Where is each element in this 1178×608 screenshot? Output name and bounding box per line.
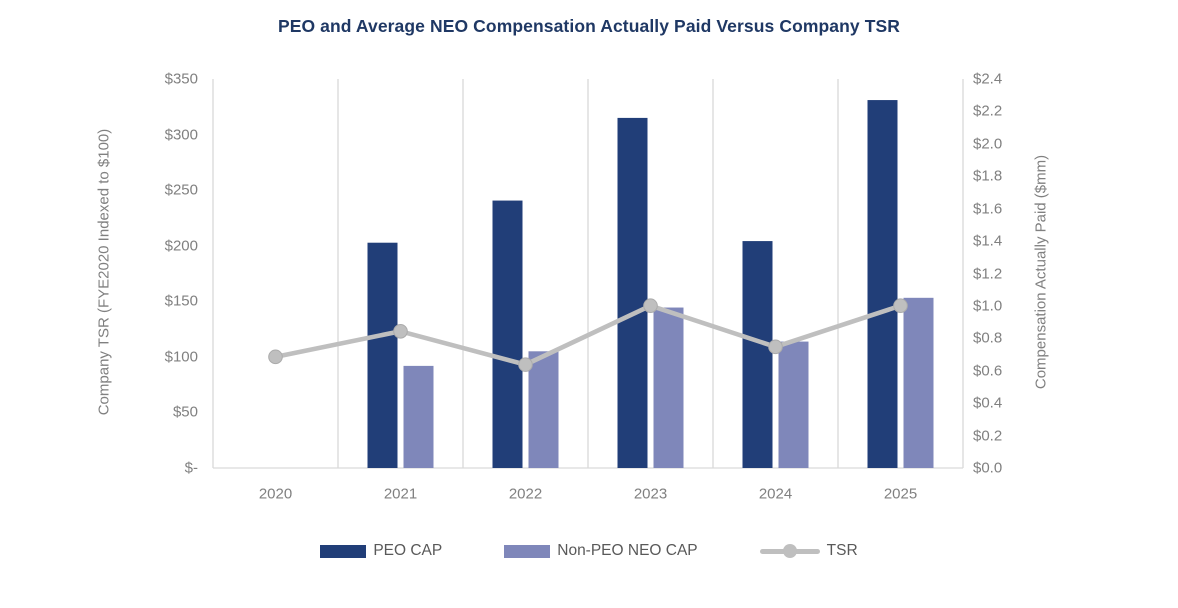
right-axis-tick: $1.4 bbox=[973, 232, 1003, 250]
tsr-marker-2025 bbox=[893, 298, 908, 314]
bar-peo-cap-2023 bbox=[617, 117, 648, 469]
legend-item-peo-cap: PEO CAP bbox=[320, 542, 442, 560]
left-axis-tick: $200 bbox=[164, 237, 198, 255]
right-axis-tick: $0.4 bbox=[973, 394, 1003, 412]
tsr-marker-2022 bbox=[518, 357, 533, 372]
chart-title: PEO and Average NEO Compensation Actuall… bbox=[277, 16, 901, 36]
right-axis-tick: $0.0 bbox=[973, 459, 1003, 477]
right-axis-tick: $0.6 bbox=[973, 362, 1003, 380]
right-axis-tick: $1.8 bbox=[973, 167, 1003, 185]
left-axis-tick: $50 bbox=[172, 403, 198, 421]
left-axis-tick: $- bbox=[184, 459, 198, 477]
left-axis-tick: $250 bbox=[164, 181, 198, 199]
tsr-marker-2021 bbox=[393, 323, 408, 339]
legend-label-peo-cap: PEO CAP bbox=[373, 542, 443, 559]
x-axis-label: 2021 bbox=[383, 485, 418, 503]
right-axis-tick: $1.0 bbox=[973, 297, 1003, 315]
legend-item-tsr: TSR bbox=[759, 542, 858, 560]
x-axis-label: 2023 bbox=[633, 485, 668, 503]
left-axis-tick: $100 bbox=[164, 348, 198, 366]
x-axis-label: 2024 bbox=[758, 485, 793, 503]
bar-peo-cap-2021 bbox=[367, 242, 398, 468]
x-axis-label: 2025 bbox=[883, 485, 918, 503]
tsr-marker-2020 bbox=[268, 349, 283, 365]
legend-item-non-peo-neo-cap: Non-PEO NEO CAP bbox=[504, 542, 698, 560]
peo-cap-swatch bbox=[320, 544, 367, 558]
legend-label-tsr: TSR bbox=[826, 542, 858, 559]
right-axis-tick: $1.2 bbox=[973, 265, 1003, 282]
right-axis-tick: $0.8 bbox=[973, 329, 1003, 347]
left-axis-tick: $150 bbox=[164, 292, 198, 310]
bar-non-peo-neo-cap-2024 bbox=[778, 341, 809, 468]
x-axis-label: 2022 bbox=[508, 485, 543, 503]
bar-peo-cap-2024 bbox=[742, 241, 773, 468]
right-axis-tick: $0.2 bbox=[973, 427, 1003, 445]
right-axis-tick: $2.0 bbox=[973, 135, 1003, 153]
bar-peo-cap-2025 bbox=[867, 100, 898, 468]
legend-label-non-peo-neo-cap: Non-PEO NEO CAP bbox=[557, 542, 698, 559]
bar-non-peo-neo-cap-2025 bbox=[903, 297, 934, 468]
left-axis-tick: $350 bbox=[164, 70, 198, 88]
left-axis-tick: $300 bbox=[164, 126, 198, 144]
legend: PEO CAP Non-PEO NEO CAP TSR bbox=[0, 542, 1178, 560]
right-axis-tick: $2.4 bbox=[973, 70, 1003, 88]
tsr-line-swatch-marker bbox=[782, 544, 797, 558]
bar-non-peo-neo-cap-2022 bbox=[528, 351, 559, 468]
x-axis-label: 2020 bbox=[258, 485, 293, 503]
tsr-line-swatch bbox=[759, 544, 820, 558]
right-axis-tick: $1.6 bbox=[973, 200, 1003, 218]
bar-non-peo-neo-cap-2021 bbox=[403, 365, 434, 468]
bar-non-peo-neo-cap-2023 bbox=[653, 307, 684, 468]
tsr-marker-2024 bbox=[768, 339, 783, 355]
right-axis-tick: $2.2 bbox=[973, 102, 1003, 120]
bar-peo-cap-2022 bbox=[492, 200, 523, 468]
non-peo-neo-cap-swatch bbox=[504, 544, 551, 558]
tsr-line bbox=[275, 303, 902, 367]
tsr-marker-2023 bbox=[643, 298, 658, 314]
